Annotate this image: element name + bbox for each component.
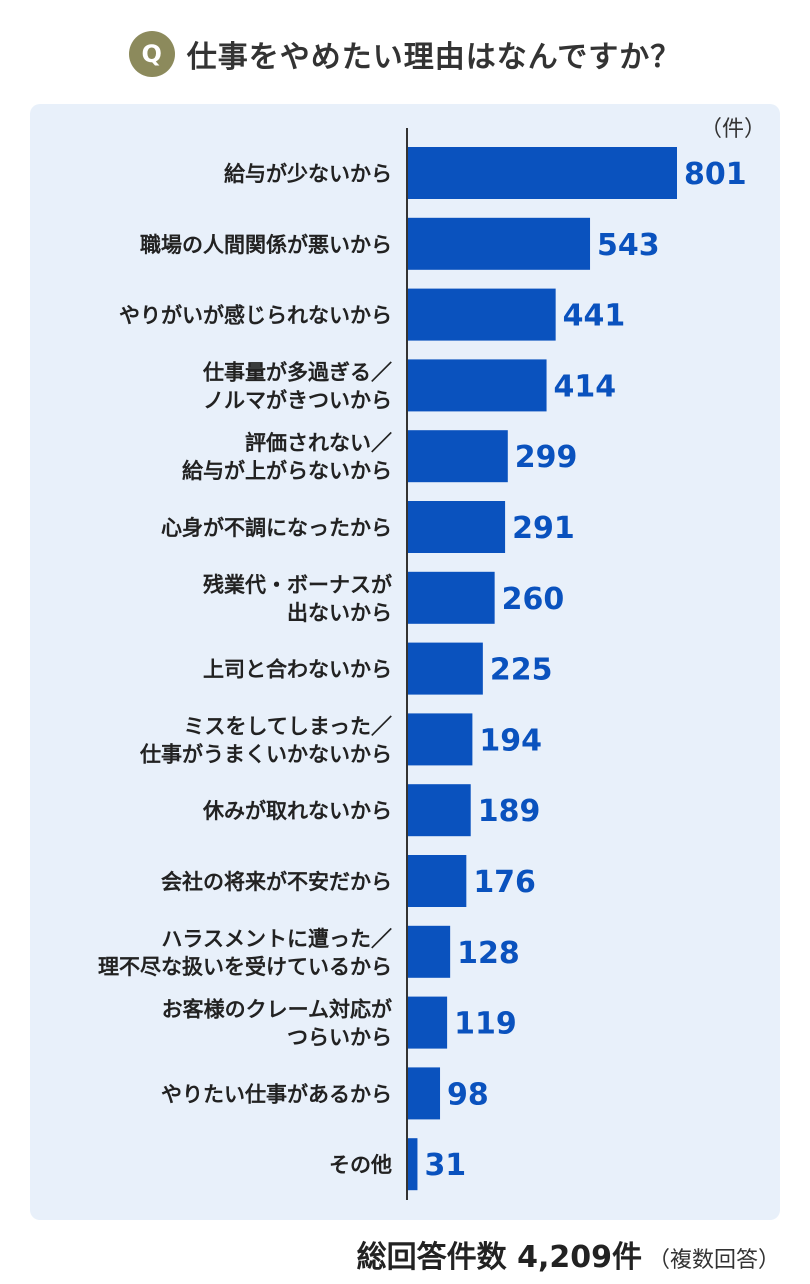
category-label-11-line-1: 理不尽な扱いを受けているから [98,955,392,979]
value-label-13: 98 [447,1077,489,1112]
value-label-9: 189 [478,794,541,829]
bar-3 [407,359,547,412]
bar-9 [407,784,471,837]
category-label-14-line-0: その他 [329,1153,392,1177]
bar-4 [407,430,508,483]
category-label-13-line-0: やりたい仕事があるから [161,1082,392,1106]
total-responses: 総回答件数 4,209件 [356,1240,642,1275]
value-label-5: 291 [512,511,575,546]
bar-2 [407,288,556,341]
value-label-11: 128 [457,936,520,971]
value-label-1: 543 [597,228,660,263]
value-label-12: 119 [454,1007,517,1042]
category-label-11-line-0: ハラスメントに遭った／ [161,927,392,951]
category-label-4-line-1: 給与が上がらないから [182,459,392,483]
bar-13 [407,1067,441,1120]
bar-6 [407,571,495,624]
category-label-12-line-0: お客様のクレーム対応が [162,998,392,1022]
chart-panel [30,104,780,1220]
category-label-4-line-0: 評価されない／ [245,431,392,455]
bars-layer: 801 給与が少ないから 543 職場の人間関係が悪いから 441 やりがいが感じられない… [98,147,747,1191]
bar-14 [407,1138,418,1191]
category-label-5-line-0: 心身が不調になったから [161,516,392,540]
bar-11 [407,925,451,978]
category-label-2-line-0: やりがいが感じられないから [119,304,392,328]
bar-12 [407,996,448,1049]
category-label-12-line-1: つらいから [287,1026,392,1050]
bar-7 [407,642,483,695]
value-label-0: 801 [684,157,747,192]
bar-8 [407,713,473,766]
bar-1 [407,217,591,270]
bar-5 [407,501,506,553]
question-header: Q 仕事をやめたい理由はなんですか？ [0,24,810,84]
category-label-0-line-0: 給与が少ないから [224,162,392,186]
bar-10 [407,855,467,907]
category-label-3-line-0: 仕事量が多過ぎる／ [202,360,392,384]
category-label-3-line-1: ノルマがきついから [203,388,392,412]
category-label-1-line-0: 職場の人間関係が悪いから [140,233,392,257]
value-label-4: 299 [515,440,578,475]
value-label-10: 176 [473,865,536,900]
value-label-8: 194 [479,723,542,758]
value-label-6: 260 [502,582,565,617]
unit-label: （件） [700,117,766,142]
category-label-8-line-1: 仕事がうまくいかないから [139,742,392,766]
category-label-10-line-0: 会社の将来が不安だから [161,870,392,894]
bar-0 [407,147,677,199]
value-label-2: 441 [563,299,626,334]
category-label-6-line-0: 残業代・ボーナスが [203,573,392,597]
value-label-14: 31 [424,1148,466,1183]
value-label-3: 414 [554,369,617,404]
category-label-9-line-0: 休みが取れないから [202,799,392,823]
category-label-7-line-0: 上司と合わないから [203,658,392,682]
q-badge: Q [128,31,175,77]
value-label-7: 225 [490,653,553,688]
footer: 総回答件数 4,209件 （複数回答） [357,1232,780,1276]
category-label-8-line-0: ミスをしてしまった／ [183,714,392,738]
multiple-answer-note: （複数回答） [647,1248,780,1273]
question-title: 仕事をやめたい理由はなんですか？ [186,40,682,75]
category-label-6-line-1: 出ないから [287,601,392,625]
